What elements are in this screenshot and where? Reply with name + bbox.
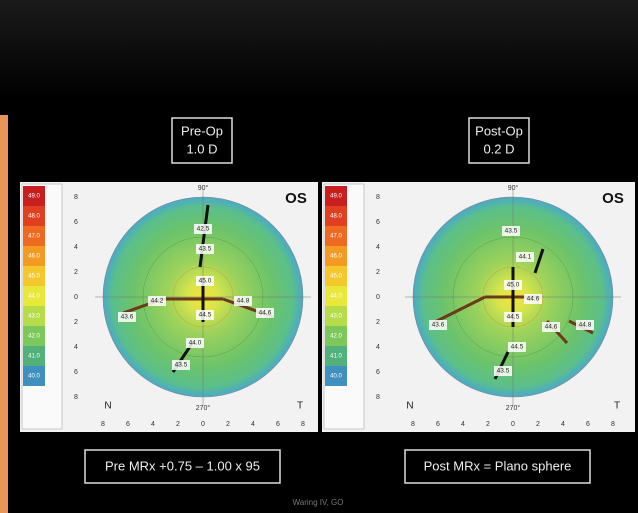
degree-label: 90° — [508, 184, 519, 192]
reading: 43.5 — [175, 362, 188, 369]
scale-label: 45.0 — [330, 274, 342, 280]
axis-tick-label: 2 — [376, 319, 380, 326]
axis-tick-label: 2 — [536, 421, 540, 428]
axis-tick-label: 4 — [376, 244, 380, 251]
axis-tick-label: 8 — [301, 421, 305, 428]
reading: 45.0 — [199, 278, 212, 285]
side-label: N — [104, 401, 111, 412]
axis-tick-label: 2 — [74, 269, 78, 276]
axis-tick-label: 0 — [74, 294, 78, 301]
reading: 43.6 — [121, 314, 134, 321]
side-label: N — [406, 401, 413, 412]
axis-tick-label: 6 — [376, 219, 380, 226]
axis-tick-label: 8 — [376, 394, 380, 401]
scale-label: 42.0 — [330, 334, 342, 340]
degree-label: 90° — [198, 184, 209, 192]
scale-label: 45.0 — [28, 274, 40, 280]
axis-tick-label: 8 — [101, 421, 105, 428]
reading: 45.0 — [507, 282, 520, 289]
reading: 44.5 — [507, 314, 520, 321]
axis-tick-label: 2 — [486, 421, 490, 428]
title: Pre-Op — [181, 123, 223, 138]
axis-tick-label: 6 — [126, 421, 130, 428]
reading: 44.8 — [579, 322, 592, 329]
axis-tick-label: 2 — [376, 269, 380, 276]
reading: 44.2 — [151, 298, 164, 305]
accent-strip — [0, 115, 8, 513]
degree-label: 270° — [196, 404, 211, 412]
reading: 43.6 — [432, 322, 445, 329]
axis-tick-label: 8 — [74, 194, 78, 201]
axis-tick-label: 4 — [461, 421, 465, 428]
slide: Waring IV, GO Pre-Op 1.0 D 49.0 48.0 47.0 46.… — [0, 0, 638, 513]
scale-label: 40.0 — [330, 374, 342, 380]
scale-label: 42.0 — [28, 334, 40, 340]
side-label: T — [297, 401, 303, 412]
scale-label: 47.0 — [330, 234, 342, 240]
scale-label: 49.0 — [28, 194, 40, 200]
axis-tick-label: 4 — [74, 244, 78, 251]
axis-tick-label: 2 — [226, 421, 230, 428]
power: 1.0 D — [186, 141, 217, 156]
scale-label: 44.0 — [28, 294, 40, 300]
scale-label: 44.0 — [330, 294, 342, 300]
scale-label: 48.0 — [330, 214, 342, 220]
axis-tick-label: 4 — [561, 421, 565, 428]
axis-tick-label: 6 — [74, 369, 78, 376]
axis-tick-label: 8 — [376, 194, 380, 201]
header-band — [0, 0, 638, 100]
reading: 44.6 — [259, 310, 272, 317]
reading: 44.5 — [511, 344, 524, 351]
reading: 44.6 — [527, 296, 540, 303]
scale-label: 43.0 — [330, 314, 342, 320]
axis-tick-label: 8 — [74, 394, 78, 401]
reading: 43.5 — [199, 246, 212, 253]
axis-tick-label: 4 — [74, 344, 78, 351]
scale-label: 43.0 — [28, 314, 40, 320]
reading: 44.5 — [199, 312, 212, 319]
rx: Post MRx = Plano sphere — [424, 458, 572, 473]
scale-label: 47.0 — [28, 234, 40, 240]
scale-label: 48.0 — [28, 214, 40, 220]
axis-tick-label: 8 — [411, 421, 415, 428]
scale-label: 40.0 — [28, 374, 40, 380]
rx: Pre MRx +0.75 – 1.00 x 95 — [105, 458, 260, 473]
scale-label: 46.0 — [28, 254, 40, 260]
footer: Waring IV, GO — [293, 498, 344, 507]
axis-tick-label: 6 — [436, 421, 440, 428]
reading: 42.5 — [197, 226, 210, 233]
reading: 43.5 — [505, 228, 518, 235]
axis-tick-label: 4 — [376, 344, 380, 351]
axis-tick-label: 2 — [176, 421, 180, 428]
eye-label: OS — [602, 190, 624, 207]
eye-label: OS — [285, 190, 307, 207]
reading: 44.1 — [519, 254, 532, 261]
scale-label: 41.0 — [28, 354, 40, 360]
axis-tick-label: 2 — [74, 319, 78, 326]
axis-tick-label: 0 — [511, 421, 515, 428]
axis-tick-label: 6 — [74, 219, 78, 226]
reading: 44.6 — [545, 324, 558, 331]
title: Post-Op — [475, 123, 523, 138]
axis-tick-label: 8 — [611, 421, 615, 428]
axis-tick-label: 6 — [276, 421, 280, 428]
power: 0.2 D — [483, 141, 514, 156]
scale-label: 46.0 — [330, 254, 342, 260]
side-label: T — [614, 401, 620, 412]
axis-tick-label: 6 — [586, 421, 590, 428]
axis-tick-label: 0 — [376, 294, 380, 301]
scale-label: 49.0 — [330, 194, 342, 200]
reading: 43.5 — [497, 368, 510, 375]
axis-tick-label: 6 — [376, 369, 380, 376]
scale-label: 41.0 — [330, 354, 342, 360]
reading: 44.0 — [189, 340, 202, 347]
degree-label: 270° — [506, 404, 521, 412]
axis-tick-label: 4 — [251, 421, 255, 428]
axis-tick-label: 4 — [151, 421, 155, 428]
reading: 44.8 — [237, 298, 250, 305]
axis-tick-label: 0 — [201, 421, 205, 428]
